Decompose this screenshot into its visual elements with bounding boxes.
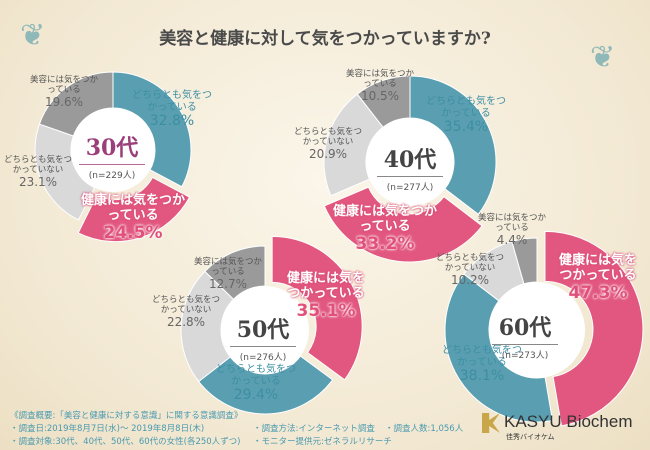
footer-method: ・調査方法:インターネット調査 <box>253 424 375 434</box>
label-60-both: どちらとも気をつかっている 38.1% <box>442 345 522 384</box>
center-40: 40代 (n=277人) <box>365 142 455 193</box>
logo-mark-icon <box>482 413 500 433</box>
label-50-both: どちらとも気をつかっている 29.4% <box>216 364 296 403</box>
label-50-neither: どちらとも気をつかっていない 22.8% <box>151 295 220 329</box>
label-60-beauty: 美容には気をつかっている 4.4% <box>477 213 546 247</box>
leaf-decoration-icon: ❦ <box>20 18 46 53</box>
page-title: 美容と健康に対して気をつかっていますか? <box>159 29 491 49</box>
donut-slice-health <box>544 230 644 427</box>
label-50-health: 健康には気をつかっている 35.1% <box>286 271 365 321</box>
logo-sub: 佳秀バイオケム <box>506 433 555 441</box>
label-30-neither: どちらとも気をつかっていない 23.1% <box>3 155 72 189</box>
label-40-beauty: 美容には気をつかっている 10.5% <box>345 69 414 103</box>
survey-footer: 《調査概要:「美容と健康に対する意識」に関する意識調査》 ・調査日:2019年8… <box>10 410 470 449</box>
center-30: 30代 (n=229人) <box>67 130 157 181</box>
label-60-neither: どちらとも気をつかっていない 10.2% <box>435 253 504 287</box>
donut-hole <box>71 108 155 192</box>
label-30-both: どちらとも気をつかっている 32.8% <box>132 90 212 129</box>
donut-slice-health <box>323 186 483 263</box>
logo-name: KASYU Biochem <box>504 412 633 431</box>
company-logo: KASYU Biochem 佳秀バイオケム <box>482 412 633 442</box>
donut-slice-health <box>77 176 191 243</box>
label-50-beauty: 美容には気をつかっている 12.7% <box>193 257 262 291</box>
donut-hole <box>221 286 309 374</box>
footer-count: ・調査人数:1,056人 <box>385 424 464 434</box>
donut-slice-health <box>271 235 363 381</box>
label-30-health: 健康には気をつかっている 24.5% <box>80 193 185 243</box>
label-40-neither: どちらとも気をつかっていない 20.9% <box>293 127 362 161</box>
footer-target: ・調査対象:30代、40代、50代、60代の女性(各250人ずつ) <box>10 437 241 447</box>
donut-slice-both <box>444 273 554 423</box>
donut-slice-both <box>197 355 334 415</box>
footer-provider: ・モニター提供元:ゼネラルリサーチ <box>253 437 392 447</box>
label-40-both: どちらとも気をつかっている 35.4% <box>426 96 506 135</box>
label-40-health: 健康には気をつかっている 33.2% <box>332 204 437 254</box>
donut-hole <box>489 282 585 378</box>
label-30-beauty: 美容には気をつかっている 19.6% <box>29 75 98 109</box>
footer-date: ・調査日:2019年8月7日(水)〜 2019年8月8日(木) <box>10 424 205 434</box>
center-50: 50代 (n=276人) <box>218 312 308 363</box>
center-60: 60代 (n=273人) <box>480 310 570 361</box>
label-60-health: 健康には気をつかっている 47.3% <box>558 253 637 303</box>
donut-hole <box>366 118 454 206</box>
footer-heading: 《調査概要:「美容と健康に対する意識」に関する意識調査》 <box>10 411 243 421</box>
leaf-decoration-icon: ❦ <box>590 40 616 75</box>
